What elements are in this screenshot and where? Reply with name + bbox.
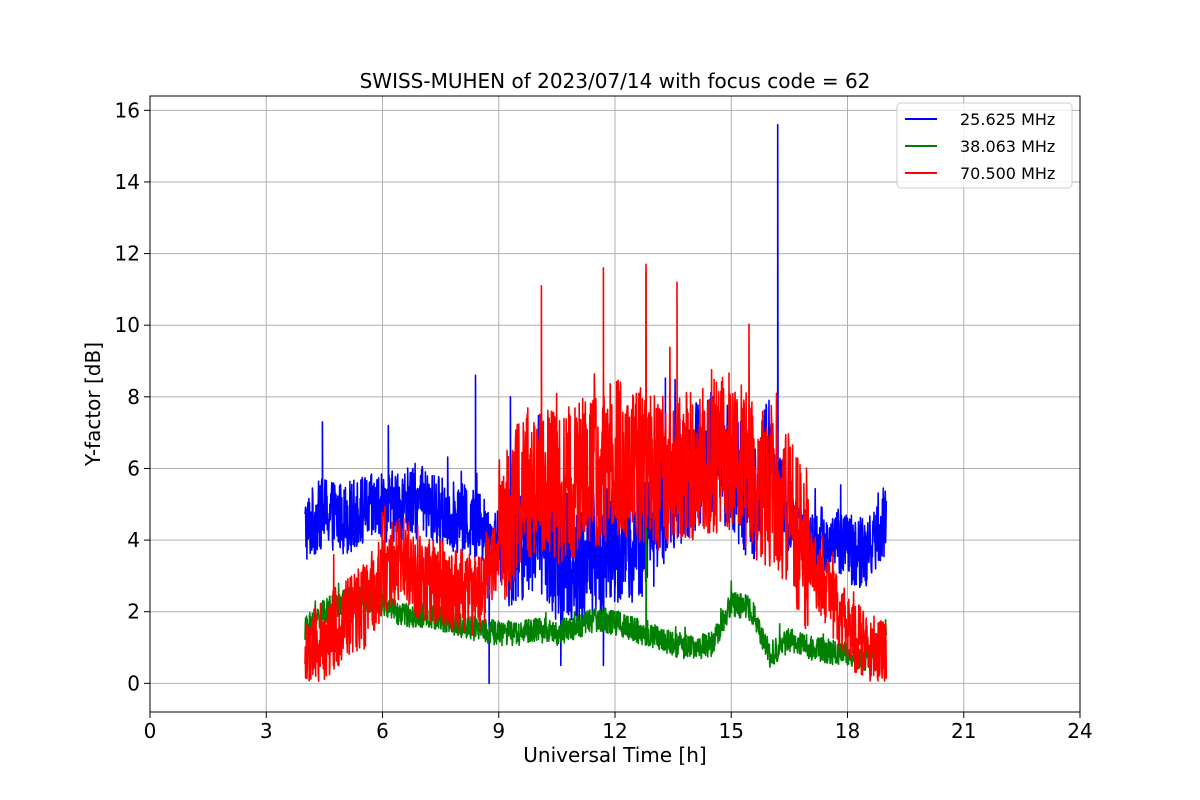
legend: 25.625 MHz 38.063 MHz 70.500 MHz: [896, 102, 1073, 189]
legend-label: 38.063 MHz: [960, 137, 1055, 156]
y-tick-label: 16: [115, 98, 140, 122]
legend-label: 25.625 MHz: [960, 110, 1055, 129]
x-tick-label: 9: [492, 719, 505, 743]
x-axis-label: Universal Time [h]: [523, 743, 706, 767]
x-tick-label: 18: [835, 719, 860, 743]
y-tick-label: 12: [115, 242, 140, 266]
x-tick-label: 24: [1067, 719, 1092, 743]
legend-label: 70.500 MHz: [960, 164, 1055, 183]
series-line: [304, 270, 888, 674]
x-tick-label: 15: [719, 719, 744, 743]
x-tick-label: 0: [144, 719, 157, 743]
series-layer: [304, 123, 888, 685]
y-tick-label: 0: [127, 671, 140, 695]
y-tick-label: 6: [127, 456, 140, 480]
x-tick-label: 6: [376, 719, 389, 743]
x-tick-label: 3: [260, 719, 273, 743]
series-line: [304, 263, 888, 682]
x-tick-label: 21: [951, 719, 976, 743]
y-tick-label: 10: [115, 313, 140, 337]
x-tick-label: 12: [602, 719, 627, 743]
chart-title: SWISS-MUHEN of 2023/07/14 with focus cod…: [360, 69, 871, 93]
legend-box: [896, 102, 1073, 189]
y-tick-label: 8: [127, 385, 140, 409]
y-tick-label: 14: [115, 170, 140, 194]
y-tick-label: 4: [127, 528, 140, 552]
y-axis-label: Y-factor [dB]: [81, 342, 105, 467]
y-tick-label: 2: [127, 600, 140, 624]
